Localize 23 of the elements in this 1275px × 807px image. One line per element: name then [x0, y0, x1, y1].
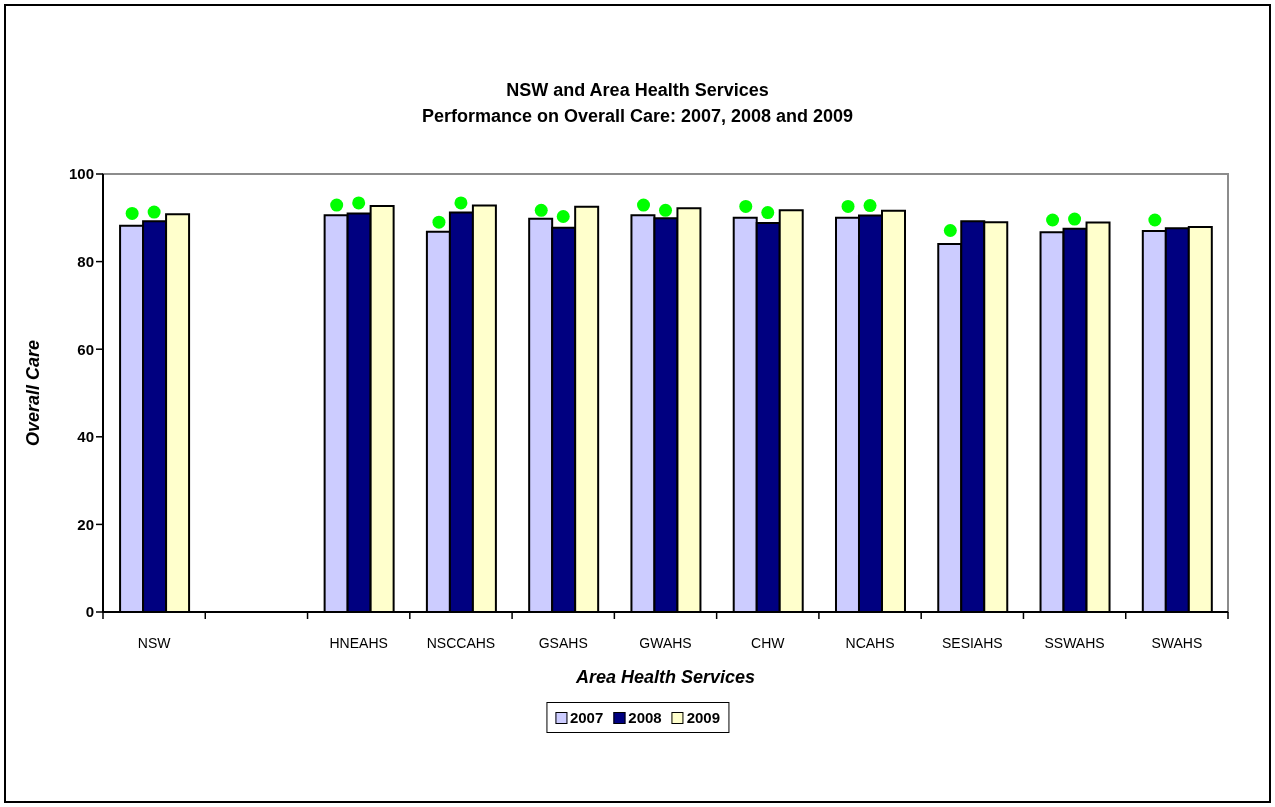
chart-subtitle: Performance on Overall Care: 2007, 2008 and 2009	[420, 106, 855, 127]
y-tick-label: 0	[85, 603, 94, 621]
x-tick-label: NCAHS	[845, 635, 895, 651]
y-tick-label: 20	[77, 515, 94, 533]
y-tick-label: 60	[77, 340, 94, 358]
x-tick-label: GSAHS	[538, 635, 588, 651]
x-tick-label: SWAHS	[1151, 635, 1203, 651]
chart-title: NSW and Area Health Services	[505, 80, 770, 101]
x-tick-label: HNEAHS	[329, 635, 388, 651]
y-tick-label: 80	[77, 252, 94, 270]
y-tick-label: 100	[68, 165, 94, 183]
y-axis-title: Overall Care	[23, 339, 43, 447]
x-tick-label: SESIAHS	[941, 635, 1003, 651]
x-tick-label: NSW	[137, 635, 172, 651]
x-tick-label: NSCCAHS	[426, 635, 496, 651]
legend-label: 2009	[686, 709, 721, 726]
x-tick-label: GWAHS	[639, 635, 692, 651]
y-tick-label: 40	[77, 428, 94, 446]
x-tick-label: CHW	[751, 635, 786, 651]
x-tick-label: SSWAHS	[1044, 635, 1105, 651]
legend-label: 2008	[628, 709, 662, 726]
x-axis-title: Area Health Services	[574, 667, 756, 687]
legend-label: 2007	[569, 709, 604, 726]
